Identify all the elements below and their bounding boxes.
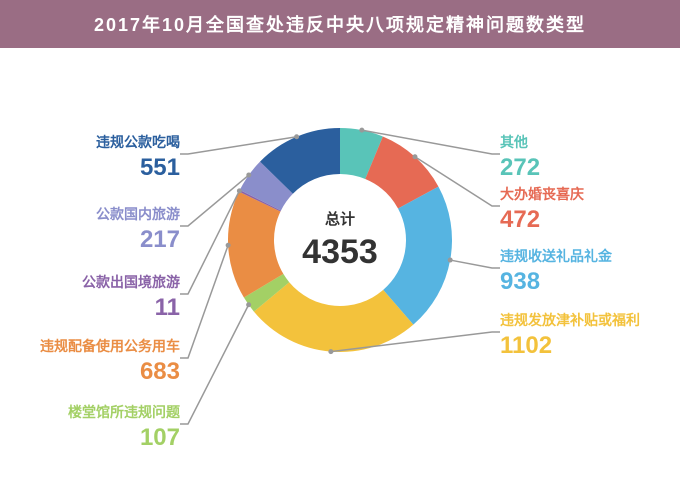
item-value: 217 bbox=[0, 226, 180, 254]
item-label: 大办婚丧喜庆 bbox=[500, 184, 680, 204]
item-label: 楼堂馆所违规问题 bbox=[0, 402, 180, 422]
chart-item: 大办婚丧喜庆472 bbox=[500, 184, 680, 234]
item-value: 11 bbox=[0, 294, 180, 322]
item-value: 472 bbox=[500, 206, 680, 234]
chart-item: 违规发放津补贴或福利1102 bbox=[500, 310, 680, 360]
item-label: 违规配备使用公务用车 bbox=[0, 336, 180, 356]
chart-item: 公款国内旅游217 bbox=[0, 204, 180, 254]
item-label: 违规发放津补贴或福利 bbox=[500, 310, 680, 330]
item-value: 938 bbox=[500, 268, 680, 296]
item-label: 违规公款吃喝 bbox=[0, 132, 180, 152]
chart-item: 公款出国境旅游11 bbox=[0, 272, 180, 322]
item-label: 公款国内旅游 bbox=[0, 204, 180, 224]
chart-area: 总计 4353 其他272大办婚丧喜庆472 违规收送礼品礼金938 违规发放津补贴… bbox=[0, 48, 680, 500]
chart-item: 楼堂馆所违规问题107 bbox=[0, 402, 180, 452]
item-value: 683 bbox=[0, 358, 180, 386]
item-value: 272 bbox=[500, 154, 680, 182]
item-label: 公款出国境旅游 bbox=[0, 272, 180, 292]
header-bar: 2017年10月全国查处违反中央八项规定精神问题数类型 bbox=[0, 0, 680, 48]
leader-line bbox=[450, 260, 500, 268]
chart-item: 其他272 bbox=[500, 132, 680, 182]
center-value: 4353 bbox=[302, 233, 378, 272]
item-label: 其他 bbox=[500, 132, 680, 152]
item-value: 1102 bbox=[500, 332, 680, 360]
item-value: 107 bbox=[0, 424, 180, 452]
item-label: 违规收送礼品礼金 bbox=[500, 246, 680, 266]
chart-item: 违规收送礼品礼金938 bbox=[500, 246, 680, 296]
chart-item: 违规配备使用公务用车683 bbox=[0, 336, 180, 386]
leader-line bbox=[180, 245, 228, 358]
item-value: 551 bbox=[0, 154, 180, 182]
chart-item: 违规公款吃喝551 bbox=[0, 132, 180, 182]
center-label: 总计 bbox=[325, 208, 355, 229]
donut-center: 总计 4353 bbox=[228, 128, 452, 352]
header-title: 2017年10月全国查处违反中央八项规定精神问题数类型 bbox=[94, 11, 586, 37]
